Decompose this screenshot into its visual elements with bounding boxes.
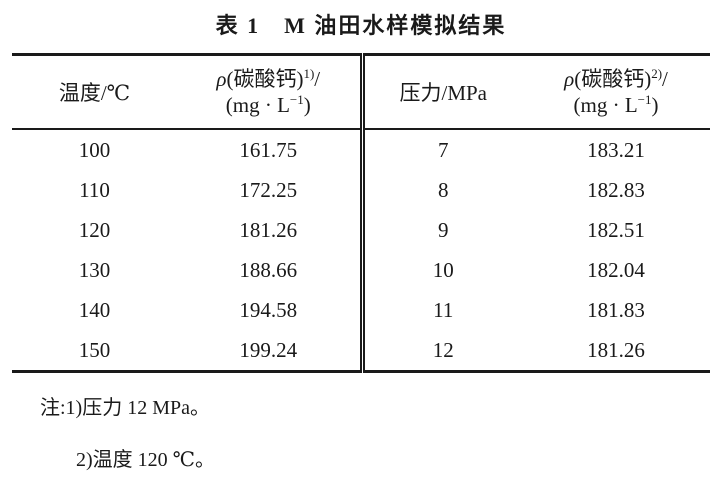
rho2-unit: (mg · L — [573, 93, 638, 117]
rho2-unit-close: ) — [651, 93, 659, 117]
footnote-marker-1: 1) — [303, 66, 315, 81]
header-rho1-line1: ρ(碳酸钙)1)/ — [177, 66, 360, 92]
cell-temperature: 140 — [78, 297, 111, 322]
table-body: 100 161.75 7 183.21 110 172.25 8 182.83 … — [12, 129, 710, 372]
cell-rho2: 182.51 — [587, 217, 645, 242]
table-notes: 注:1)压力 12 MPa。 2)温度 120 ℃。 — [40, 395, 722, 473]
cell-pressure: 7 — [359, 129, 522, 170]
table-note-1: 注:1)压力 12 MPa。 — [40, 397, 210, 419]
cell-temperature: 120 — [78, 217, 111, 242]
simulation-results-table: 温度/℃ ρ(碳酸钙)1)/ (mg · L−1) 压力/MPa ρ(碳酸钙)2… — [12, 53, 710, 373]
table-row: 100 161.75 7 183.21 — [12, 129, 710, 170]
cell-temperature: 100 — [78, 137, 111, 162]
cell-rho2: 181.26 — [587, 337, 645, 362]
header-pressure: 压力/MPa — [359, 54, 522, 130]
footnote-marker-2: 2) — [651, 66, 663, 81]
header-temperature: 温度/℃ — [12, 54, 177, 130]
header-rho2-line1: ρ(碳酸钙)2)/ — [522, 66, 710, 92]
cell-rho2: 181.83 — [587, 297, 645, 322]
cell-temperature: 130 — [78, 257, 111, 282]
rho1-slash: / — [314, 67, 321, 91]
table-title: 表 1 M 油田水样模拟结果 — [215, 13, 507, 38]
cell-pressure: 12 — [359, 330, 522, 372]
table-row: 120 181.26 9 182.51 — [12, 210, 710, 250]
cell-rho1: 172.25 — [239, 177, 298, 202]
rho2-unit-exponent: −1 — [637, 92, 652, 107]
header-rho2-line2: (mg · L−1) — [522, 92, 710, 118]
header-rho-pressure-series: ρ(碳酸钙)2)/ (mg · L−1) — [522, 54, 710, 130]
table-row: 110 172.25 8 182.83 — [12, 170, 710, 210]
cell-rho2: 182.83 — [587, 177, 645, 202]
cell-rho1: 188.66 — [239, 257, 298, 282]
cell-rho1: 161.75 — [239, 137, 298, 162]
rho-symbol: ρ — [216, 67, 227, 91]
cell-rho2: 182.04 — [587, 257, 645, 282]
cell-pressure: 11 — [359, 290, 522, 330]
cell-pressure: 10 — [359, 250, 522, 290]
rho2-slash: / — [662, 67, 668, 91]
rho1-species: (碳酸钙) — [226, 67, 304, 91]
table-note-2: 2)温度 120 ℃。 — [76, 449, 216, 471]
table-row: 140 194.58 11 181.83 — [12, 290, 710, 330]
rho1-unit-close: ) — [303, 93, 311, 117]
table-row: 150 199.24 12 181.26 — [12, 330, 710, 372]
cell-pressure: 9 — [359, 210, 522, 250]
header-rho-temp-series: ρ(碳酸钙)1)/ (mg · L−1) — [177, 54, 362, 130]
header-rho1-line2: (mg · L−1) — [177, 92, 360, 118]
cell-rho1: 194.58 — [239, 297, 298, 322]
cell-temperature: 110 — [79, 177, 110, 202]
cell-temperature: 150 — [78, 337, 111, 362]
rho1-unit-exponent: −1 — [289, 92, 304, 107]
table-row: 130 188.66 10 182.04 — [12, 250, 710, 290]
rho1-unit: (mg · L — [225, 93, 290, 117]
rho2-species: (碳酸钙) — [574, 67, 652, 91]
cell-rho2: 183.21 — [587, 137, 645, 162]
cell-rho1: 199.24 — [239, 337, 298, 362]
cell-rho1: 181.26 — [239, 217, 298, 242]
cell-pressure: 8 — [359, 170, 522, 210]
rho-symbol: ρ — [564, 67, 575, 91]
table-header-row: 温度/℃ ρ(碳酸钙)1)/ (mg · L−1) 压力/MPa ρ(碳酸钙)2… — [12, 54, 710, 130]
